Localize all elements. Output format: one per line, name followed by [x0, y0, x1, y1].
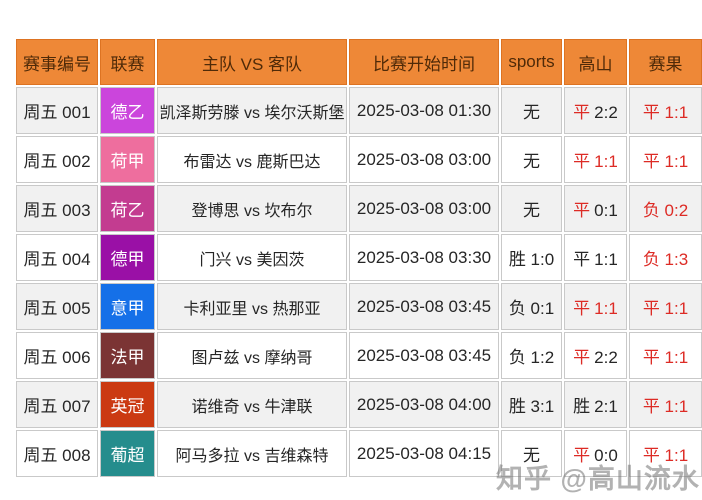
match-teams: 卡利亚里 vs 热那亚: [157, 283, 347, 330]
match-teams: 凯泽斯劳滕 vs 埃尔沃斯堡: [157, 87, 347, 134]
table-row: 周五 002 荷甲 布雷达 vs 鹿斯巴达 2025-03-08 03:00 无…: [16, 136, 702, 183]
pick-score: 2:2: [594, 103, 618, 122]
column-header-sports: sports: [501, 39, 562, 85]
league-badge: 意甲: [100, 283, 155, 330]
league-badge: 荷乙: [100, 185, 155, 232]
final-result: 平 1:1: [629, 430, 702, 477]
match-time: 2025-03-08 03:45: [349, 283, 499, 330]
final-result: 平 1:1: [629, 332, 702, 379]
final-result: 负 1:3: [629, 234, 702, 281]
final-result: 平 1:1: [629, 87, 702, 134]
table-row: 周五 005 意甲 卡利亚里 vs 热那亚 2025-03-08 03:45 负…: [16, 283, 702, 330]
match-id: 周五 003: [16, 185, 98, 232]
gaoshan-pick: 平 0:1: [564, 185, 627, 232]
sports-pick: 无: [501, 185, 562, 232]
final-result: 平 1:1: [629, 283, 702, 330]
league-badge: 法甲: [100, 332, 155, 379]
table-row: 周五 007 英冠 诺维奇 vs 牛津联 2025-03-08 04:00 胜 …: [16, 381, 702, 428]
result-text: 负 1:3: [642, 250, 689, 269]
pick-tag: 平: [573, 201, 591, 220]
table-row: 周五 004 德甲 门兴 vs 美因茨 2025-03-08 03:30 胜 1…: [16, 234, 702, 281]
pick-score: 0:0: [594, 446, 618, 465]
pick-score: 2:2: [594, 348, 618, 367]
pick-score: 1:1: [594, 299, 618, 318]
match-id: 周五 005: [16, 283, 98, 330]
match-id: 周五 004: [16, 234, 98, 281]
match-results-table: 赛事编号 联赛 主队 VS 客队 比赛开始时间 sports 高山 赛果 周五 …: [14, 37, 702, 479]
match-id: 周五 006: [16, 332, 98, 379]
match-id: 周五 008: [16, 430, 98, 477]
pick-tag: 胜: [573, 397, 591, 416]
match-time: 2025-03-08 03:45: [349, 332, 499, 379]
result-text: 平 1:1: [642, 299, 689, 318]
sports-pick: 无: [501, 87, 562, 134]
pick-score: 0:1: [594, 201, 618, 220]
match-id: 周五 002: [16, 136, 98, 183]
league-badge: 葡超: [100, 430, 155, 477]
gaoshan-pick: 平 2:2: [564, 87, 627, 134]
final-result: 平 1:1: [629, 381, 702, 428]
match-teams: 诺维奇 vs 牛津联: [157, 381, 347, 428]
pick-score: 1:1: [594, 152, 618, 171]
column-header-start-time: 比赛开始时间: [349, 39, 499, 85]
result-text: 负 0:2: [642, 201, 689, 220]
match-time: 2025-03-08 03:00: [349, 136, 499, 183]
match-time: 2025-03-08 04:15: [349, 430, 499, 477]
sports-pick: 无: [501, 136, 562, 183]
column-header-match-id: 赛事编号: [16, 39, 98, 85]
pick-tag: 平: [573, 103, 591, 122]
match-id: 周五 001: [16, 87, 98, 134]
match-teams: 阿马多拉 vs 吉维森特: [157, 430, 347, 477]
league-badge: 英冠: [100, 381, 155, 428]
pick-tag: 平: [573, 152, 591, 171]
match-id: 周五 007: [16, 381, 98, 428]
gaoshan-pick: 平 1:1: [564, 234, 627, 281]
pick-tag: 平: [573, 446, 591, 465]
match-time: 2025-03-08 01:30: [349, 87, 499, 134]
table-row: 周五 003 荷乙 登博思 vs 坎布尔 2025-03-08 03:00 无 …: [16, 185, 702, 232]
gaoshan-pick: 平 1:1: [564, 136, 627, 183]
gaoshan-pick: 胜 2:1: [564, 381, 627, 428]
result-text: 平 1:1: [642, 446, 689, 465]
table-row: 周五 006 法甲 图卢兹 vs 摩纳哥 2025-03-08 03:45 负 …: [16, 332, 702, 379]
result-text: 平 1:1: [642, 397, 689, 416]
sports-pick: 胜 3:1: [501, 381, 562, 428]
final-result: 平 1:1: [629, 136, 702, 183]
column-header-result: 赛果: [629, 39, 702, 85]
column-header-league: 联赛: [100, 39, 155, 85]
pick-tag: 平: [573, 348, 591, 367]
gaoshan-pick: 平 1:1: [564, 283, 627, 330]
match-time: 2025-03-08 03:00: [349, 185, 499, 232]
match-teams: 门兴 vs 美因茨: [157, 234, 347, 281]
result-text: 平 1:1: [642, 348, 689, 367]
table-row: 周五 001 德乙 凯泽斯劳滕 vs 埃尔沃斯堡 2025-03-08 01:3…: [16, 87, 702, 134]
gaoshan-pick: 平 0:0: [564, 430, 627, 477]
gaoshan-pick: 平 2:2: [564, 332, 627, 379]
match-time: 2025-03-08 04:00: [349, 381, 499, 428]
final-result: 负 0:2: [629, 185, 702, 232]
result-text: 平 1:1: [642, 103, 689, 122]
league-badge: 荷甲: [100, 136, 155, 183]
sports-pick: 胜 1:0: [501, 234, 562, 281]
match-teams: 布雷达 vs 鹿斯巴达: [157, 136, 347, 183]
match-teams: 图卢兹 vs 摩纳哥: [157, 332, 347, 379]
pick-score: 2:1: [594, 397, 618, 416]
league-badge: 德甲: [100, 234, 155, 281]
pick-tag: 平: [573, 250, 591, 269]
sports-pick: 负 0:1: [501, 283, 562, 330]
pick-tag: 平: [573, 299, 591, 318]
result-text: 平 1:1: [642, 152, 689, 171]
match-teams: 登博思 vs 坎布尔: [157, 185, 347, 232]
column-header-gaoshan: 高山: [564, 39, 627, 85]
zhihu-watermark: 知乎 @高山流水: [496, 464, 700, 494]
pick-score: 1:1: [594, 250, 618, 269]
header-row: 赛事编号 联赛 主队 VS 客队 比赛开始时间 sports 高山 赛果: [16, 39, 702, 85]
sports-pick: 无: [501, 430, 562, 477]
table-row: 周五 008 葡超 阿马多拉 vs 吉维森特 2025-03-08 04:15 …: [16, 430, 702, 477]
sports-pick: 负 1:2: [501, 332, 562, 379]
match-time: 2025-03-08 03:30: [349, 234, 499, 281]
column-header-teams: 主队 VS 客队: [157, 39, 347, 85]
league-badge: 德乙: [100, 87, 155, 134]
